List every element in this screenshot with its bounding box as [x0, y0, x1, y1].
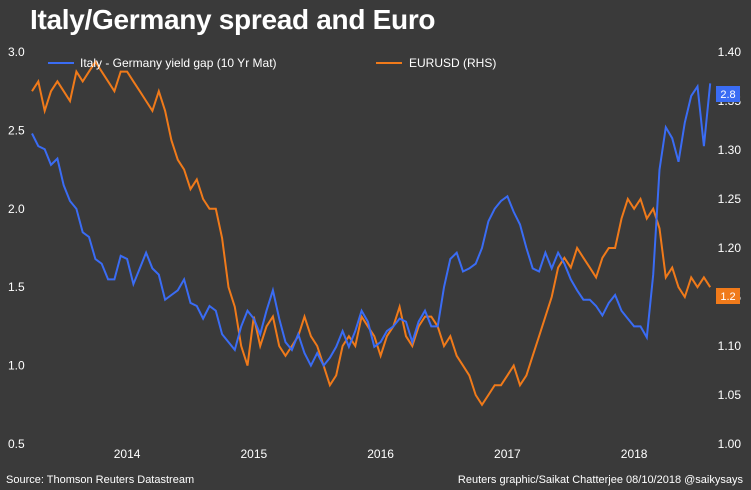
last-value-spread: 2.8 [720, 89, 735, 101]
last-value-badge-spread: 2.8 [716, 86, 740, 102]
left-axis-ticks: 3.0 2.5 2.0 1.5 1.0 0.5 [8, 45, 25, 451]
left-tick-label: 1.5 [8, 280, 25, 294]
right-tick-label: 1.30 [718, 143, 742, 157]
x-tick-label: 2016 [367, 447, 394, 461]
right-tick-label: 1.40 [718, 45, 742, 59]
x-axis-ticks: 2014 2015 2016 2017 2018 [114, 447, 648, 461]
x-tick-label: 2015 [240, 447, 267, 461]
legend-label-eurusd: EURUSD (RHS) [409, 56, 496, 70]
source-note: Source: Thomson Reuters Datastream [6, 474, 195, 486]
last-value-badge-eurusd: 1.2 [716, 288, 740, 304]
right-tick-label: 1.25 [718, 192, 742, 206]
legend: Italy - Germany yield gap (10 Yr Mat) EU… [48, 56, 496, 70]
left-tick-label: 2.5 [8, 123, 25, 137]
left-tick-label: 2.0 [8, 202, 25, 216]
right-tick-label: 1.10 [718, 339, 742, 353]
right-tick-label: 1.20 [718, 241, 742, 255]
x-tick-label: 2014 [114, 447, 141, 461]
right-axis-ticks: 1.401.351.301.251.201.151.101.051.00 [718, 45, 742, 451]
left-tick-label: 1.0 [8, 359, 25, 373]
right-tick-label: 1.05 [718, 388, 742, 402]
series-line-eurusd [31, 59, 712, 407]
chart-title: Italy/Germany spread and Euro [30, 4, 436, 35]
legend-label-spread: Italy - Germany yield gap (10 Yr Mat) [80, 56, 277, 70]
x-tick-label: 2018 [621, 447, 648, 461]
series-line-spread [31, 83, 712, 368]
last-value-eurusd: 1.2 [720, 291, 735, 303]
left-tick-label: 3.0 [8, 45, 25, 59]
x-tick-label: 2017 [494, 447, 521, 461]
credit-note: Reuters graphic/Saikat Chatterjee 08/10/… [457, 474, 743, 486]
left-tick-label: 0.5 [8, 437, 25, 451]
right-tick-label: 1.00 [718, 437, 742, 451]
